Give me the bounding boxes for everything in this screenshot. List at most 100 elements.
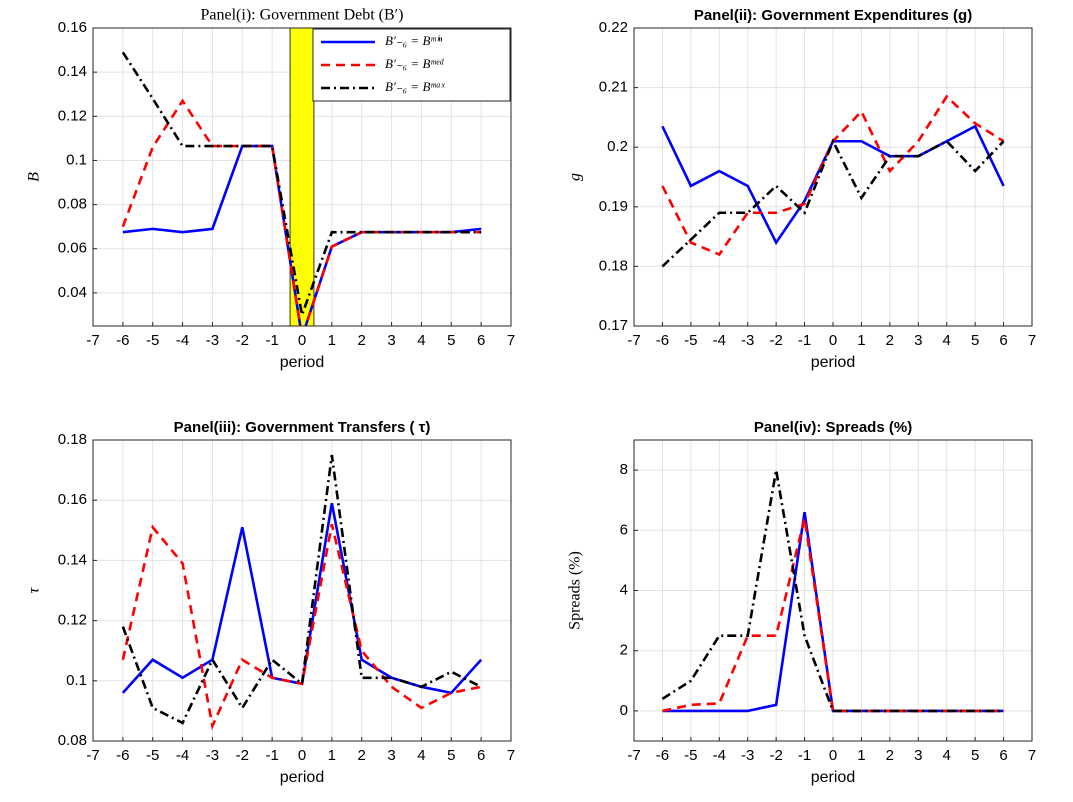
y-axis-label: B xyxy=(26,172,43,182)
x-tick-label: -1 xyxy=(265,332,278,349)
legend-label: B′₋₆ = Bᵐᵃˣ xyxy=(385,79,445,94)
x-tick-label: -2 xyxy=(769,332,782,349)
y-tick-label: 0.1 xyxy=(66,151,87,168)
y-tick-label: 0 xyxy=(620,702,628,719)
x-tick-label: -3 xyxy=(741,747,754,764)
x-tick-label: 1 xyxy=(857,332,865,349)
y-tick-label: 2 xyxy=(620,642,628,659)
x-tick-label: 6 xyxy=(477,332,485,349)
panel-title: Panel(iv): Spreads (%) xyxy=(754,419,912,436)
legend-label: B′₋₆ = Bᵐⁱⁿ xyxy=(385,33,443,48)
x-tick-label: 4 xyxy=(417,747,425,764)
series-line xyxy=(121,98,482,326)
y-tick-label: 0.16 xyxy=(58,19,87,36)
panel-title: Panel(ii): Government Expenditures (g) xyxy=(694,7,972,24)
x-tick-label: 1 xyxy=(857,747,865,764)
y-tick-label: 6 xyxy=(620,521,628,538)
y-tick-label: 0.08 xyxy=(58,732,87,749)
x-tick-label: -4 xyxy=(713,332,726,349)
x-tick-label: 7 xyxy=(1028,747,1036,764)
x-tick-label: 4 xyxy=(417,332,425,349)
x-tick-label: -3 xyxy=(741,332,754,349)
y-tick-label: 0.12 xyxy=(58,107,87,124)
x-tick-label: -4 xyxy=(176,332,189,349)
x-tick-label: -2 xyxy=(769,747,782,764)
x-tick-label: 3 xyxy=(914,332,922,349)
x-tick-label: 5 xyxy=(447,747,455,764)
panel: -7 -6 -5 -4 -3 -2 -1 0 1 2 3 4 5 6 7 0.08 0.1 0.12 0.14 0.1… xyxy=(26,419,516,786)
legend: B′₋₆ = Bᵐⁱⁿ B′₋₆ = Bᵐᵉᵈ B′₋₆ = Bᵐᵃˣ xyxy=(312,28,511,102)
y-axis-label: Spreads (%) xyxy=(567,551,584,630)
x-tick-label: 5 xyxy=(971,747,979,764)
x-axis-label: period xyxy=(280,769,324,786)
series-line xyxy=(662,517,1004,713)
x-tick-label: 7 xyxy=(1028,332,1036,349)
x-tick-label: -7 xyxy=(627,747,640,764)
x-tick-label: -1 xyxy=(265,747,278,764)
series-line xyxy=(661,138,1005,268)
x-tick-label: -5 xyxy=(684,332,697,349)
y-tick-label: 0.1 xyxy=(66,672,87,689)
x-tick-label: -3 xyxy=(206,332,219,349)
legend-label: B′₋₆ = Bᵐᵉᵈ xyxy=(385,56,444,71)
x-axis-label: period xyxy=(811,769,855,786)
y-tick-label: 8 xyxy=(620,461,628,478)
x-tick-label: 6 xyxy=(477,747,485,764)
x-tick-label: 7 xyxy=(507,747,515,764)
x-tick-label: 3 xyxy=(914,747,922,764)
y-tick-label: 0.2 xyxy=(607,138,628,155)
x-tick-label: 2 xyxy=(886,332,894,349)
x-tick-label: -3 xyxy=(206,747,219,764)
x-tick-label: 2 xyxy=(358,747,366,764)
axes-frame xyxy=(633,27,1033,327)
y-tick-label: 0.06 xyxy=(58,240,87,257)
x-tick-label: -1 xyxy=(798,332,811,349)
y-tick-label: 0.21 xyxy=(599,79,628,96)
x-tick-label: -4 xyxy=(176,747,189,764)
y-tick-label: 0.22 xyxy=(599,19,628,36)
x-tick-label: -7 xyxy=(86,747,99,764)
x-tick-label: -5 xyxy=(684,747,697,764)
x-tick-label: 0 xyxy=(829,332,837,349)
x-tick-label: 5 xyxy=(971,332,979,349)
x-tick-label: 3 xyxy=(387,332,395,349)
axes-frame xyxy=(633,439,1033,742)
x-tick-label: 6 xyxy=(999,332,1007,349)
x-tick-label: -7 xyxy=(627,332,640,349)
x-tick-label: 5 xyxy=(447,332,455,349)
x-tick-label: 0 xyxy=(298,747,306,764)
x-tick-label: -5 xyxy=(146,747,159,764)
x-tick-label: -6 xyxy=(656,332,669,349)
axes-frame xyxy=(92,27,512,327)
series-line xyxy=(121,454,482,725)
y-tick-label: 0.12 xyxy=(58,612,87,629)
x-tick-label: -7 xyxy=(86,332,99,349)
x-tick-label: 0 xyxy=(829,747,837,764)
y-tick-label: 0.14 xyxy=(58,551,87,568)
x-tick-label: 6 xyxy=(999,747,1007,764)
x-tick-label: 0 xyxy=(298,332,306,349)
y-axis-label: τ xyxy=(26,586,43,593)
y-axis-label: g xyxy=(567,173,584,181)
x-tick-label: 1 xyxy=(328,332,336,349)
y-tick-label: 0.04 xyxy=(58,284,87,301)
y-tick-label: 0.19 xyxy=(599,198,628,215)
panel: -7 -6 -5 -4 -3 -2 -1 0 1 2 3 4 5 6 7 0.17 0.18 0.19 0.2 0.2… xyxy=(567,7,1037,371)
x-tick-label: -1 xyxy=(798,747,811,764)
x-tick-label: -6 xyxy=(116,332,129,349)
panel: -7 -6 -5 -4 -3 -2 -1 0 1 2 3 4 5 6 7 0 2 4 6 8 Panel(iv): Sp… xyxy=(567,419,1037,786)
y-tick-label: 0.18 xyxy=(599,257,628,274)
x-tick-label: 4 xyxy=(943,332,951,349)
series-line xyxy=(121,523,482,731)
y-tick-label: 0.18 xyxy=(58,431,87,448)
x-tick-label: -6 xyxy=(656,747,669,764)
y-tick-label: 0.08 xyxy=(58,196,87,213)
x-tick-label: 1 xyxy=(328,747,336,764)
panel-title: Panel(iii): Government Transfers ( τ) xyxy=(174,419,431,436)
panel: -7 -6 -5 -4 -3 -2 -1 0 1 2 3 4 5 6 7 0.04 0.06 0.08 0.1 0.1… xyxy=(26,7,516,372)
x-tick-label: 7 xyxy=(507,332,515,349)
axes-frame xyxy=(92,439,512,742)
x-tick-label: -2 xyxy=(236,747,249,764)
y-tick-label: 0.16 xyxy=(58,491,87,508)
